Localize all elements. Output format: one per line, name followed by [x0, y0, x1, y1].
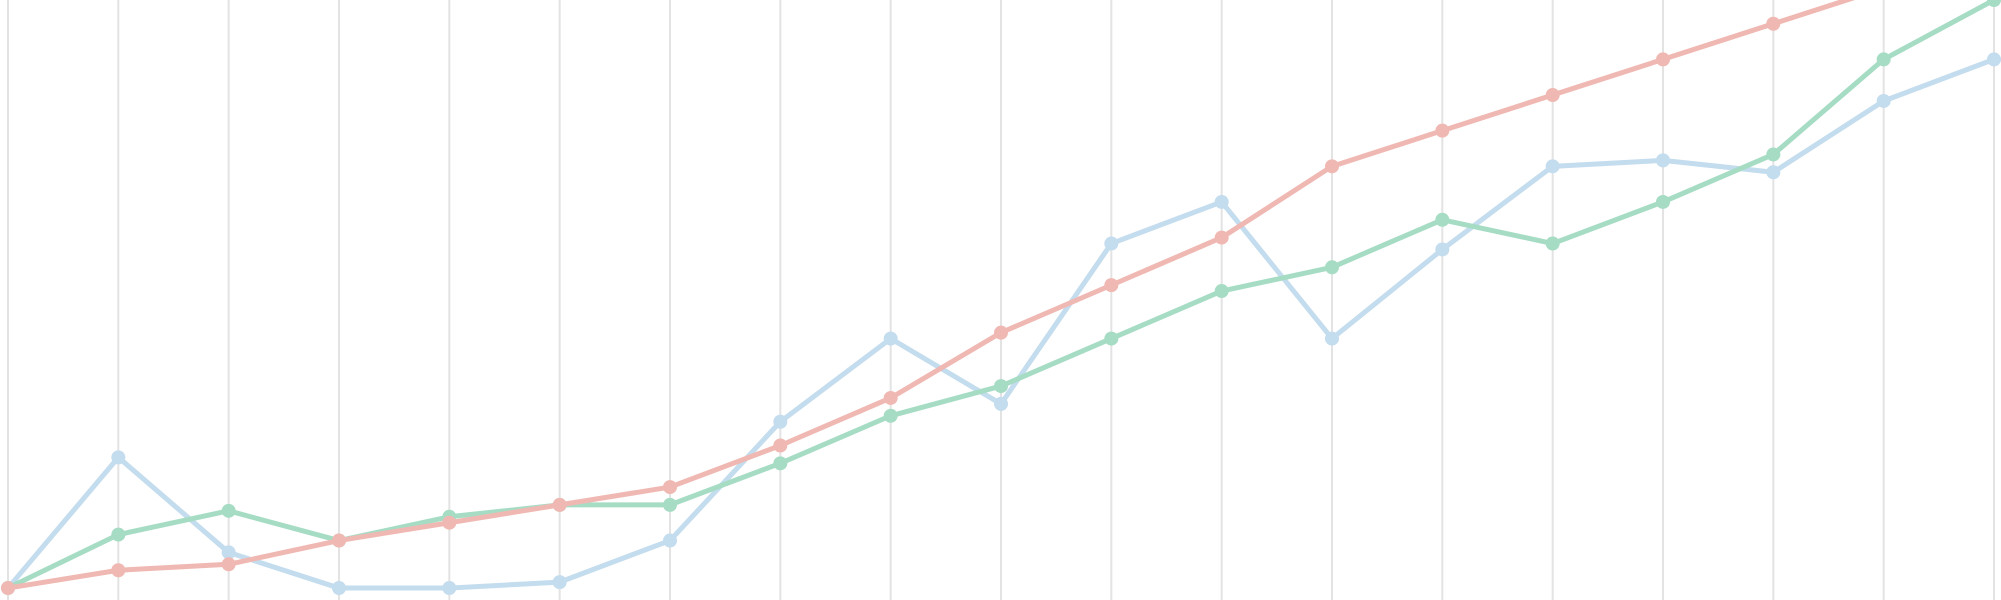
series-3-point-4 [442, 515, 457, 530]
series-2-point-14 [1545, 236, 1560, 251]
series-1-point-4 [442, 581, 457, 596]
series-2-point-10 [1104, 331, 1119, 346]
series-3-point-15 [1656, 52, 1670, 67]
series-2-point-16 [1766, 147, 1781, 162]
series-1-point-9 [994, 396, 1008, 411]
series-2-point-18 [1987, 0, 2001, 7]
series-3-point-14 [1545, 88, 1560, 103]
series-3-point-13 [1435, 123, 1450, 138]
series-2-point-2 [221, 503, 236, 518]
series-3-point-5 [552, 497, 567, 512]
series-3-point-3 [332, 533, 346, 548]
series-1-point-15 [1656, 153, 1670, 168]
series-1 [1, 52, 2001, 596]
series-3-point-8 [883, 390, 898, 405]
series-1-point-16 [1766, 165, 1781, 180]
series-2-point-6 [663, 497, 677, 512]
series-1-point-18 [1987, 52, 2001, 67]
series-1-point-1 [111, 450, 126, 465]
series-3-point-11 [1214, 230, 1229, 245]
series-1-point-17 [1876, 93, 1891, 108]
chart-grid [7, 0, 1995, 600]
series-1-point-5 [552, 575, 567, 590]
series-3-point-2 [221, 557, 236, 572]
series-1-point-12 [1325, 331, 1339, 346]
series-1-point-10 [1104, 236, 1119, 251]
series-1-point-8 [883, 331, 898, 346]
series-2-point-12 [1325, 260, 1339, 275]
series-3-point-9 [994, 325, 1008, 340]
series-1-point-2 [221, 545, 236, 560]
series-1-point-3 [332, 581, 346, 596]
series-3-point-0 [1, 581, 15, 596]
series-2-point-11 [1214, 284, 1229, 299]
series-3-point-16 [1766, 16, 1781, 31]
series-3-point-10 [1104, 278, 1119, 293]
series-1-point-11 [1214, 194, 1229, 209]
series-2-point-9 [994, 379, 1008, 394]
series-2-point-15 [1656, 194, 1670, 209]
series-2-point-17 [1876, 52, 1891, 67]
series-3-point-6 [663, 480, 677, 495]
series-2-point-8 [883, 408, 898, 423]
series-2-point-1 [111, 527, 126, 542]
series-3-point-12 [1325, 159, 1339, 174]
series-2-point-13 [1435, 212, 1450, 227]
series-1-point-6 [663, 533, 677, 548]
series-1-point-13 [1435, 242, 1450, 257]
series-1-point-7 [773, 414, 788, 429]
series-1-point-14 [1545, 159, 1560, 174]
series-3-point-7 [773, 438, 788, 453]
series-2-point-7 [773, 456, 788, 471]
series-3-point-1 [111, 563, 126, 578]
